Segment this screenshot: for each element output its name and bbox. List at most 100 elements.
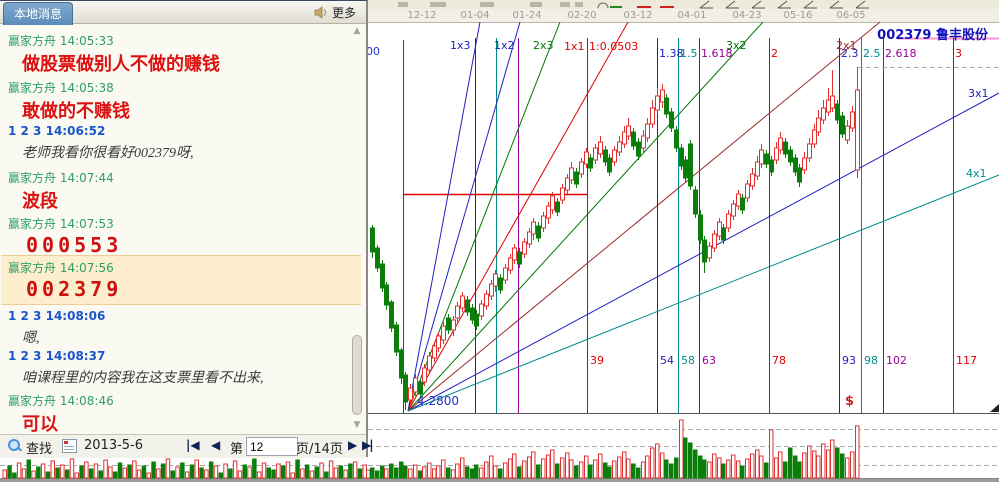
message-text[interactable]: 002379: [26, 277, 123, 301]
message-sender-and-time: 1 2 3 14:06:52: [8, 124, 105, 138]
toolbar-icon-fragment[interactable]: [597, 2, 609, 9]
message-text[interactable]: 可以: [22, 414, 58, 432]
scrollbar-thumb[interactable]: [352, 335, 362, 415]
chart-scroll-nub[interactable]: [990, 404, 999, 412]
sender-name[interactable]: 赢家方舟: [8, 261, 57, 275]
toolbar-icon-fragment[interactable]: [560, 2, 570, 7]
panel-scrollbar[interactable]: ▲ ▼: [351, 25, 363, 431]
candlestick: [531, 221, 536, 235]
toolbar-icon-fragment[interactable]: [480, 2, 494, 7]
candlestick: [384, 284, 389, 306]
sender-name[interactable]: 1 2 3: [8, 124, 42, 138]
search-icon[interactable]: [8, 439, 22, 452]
toolbar-icon-fragment[interactable]: [660, 6, 674, 8]
trendline-tool-icon-fragment[interactable]: [803, 0, 817, 9]
volume-bar: [626, 458, 631, 479]
candlestick: [455, 305, 460, 319]
message-text[interactable]: 嗯,: [22, 331, 40, 346]
volume-bar: [522, 460, 527, 479]
candlestick: [460, 295, 465, 309]
volume-bar: [256, 471, 262, 479]
volume-bar: [232, 460, 238, 479]
trendline-tool-icon-fragment[interactable]: [751, 0, 765, 9]
message-list[interactable]: 赢家方舟 14:05:33 做股票做别人不做的赚钱 赢家方舟 14:05:38 敢做的…: [0, 24, 366, 432]
candlestick: [755, 161, 760, 177]
highlighted-message-row[interactable]: [1, 255, 361, 305]
candlestick: [702, 239, 707, 263]
trendline-tool-icon-fragment[interactable]: [855, 0, 869, 9]
volume-bar: [295, 459, 300, 479]
trendline-tool-icon-fragment[interactable]: [725, 0, 739, 9]
more-box[interactable]: 更多: [314, 4, 356, 21]
sender-name[interactable]: 1 2 3: [8, 349, 42, 363]
sender-name[interactable]: 赢家方舟: [8, 34, 57, 48]
message-text[interactable]: 敢做的不赚钱: [22, 101, 130, 121]
volume-bar: [636, 467, 641, 479]
volume-bar: [650, 447, 655, 479]
scroll-down-icon[interactable]: ▼: [353, 420, 361, 430]
calendar-icon[interactable]: [62, 439, 77, 453]
volume-bar: [151, 461, 156, 479]
page-number-input[interactable]: [246, 437, 298, 456]
sender-name[interactable]: 1 2 3: [8, 309, 42, 323]
sender-name[interactable]: 赢家方舟: [8, 171, 57, 185]
message-text[interactable]: 波段: [22, 191, 58, 211]
prev-page-button[interactable]: ◀: [211, 438, 221, 452]
candlestick: [607, 157, 612, 173]
message-text[interactable]: 咱课程里的内容我在这支票里看不出来,: [22, 371, 264, 386]
candlestick: [569, 167, 574, 181]
volume-bar: [484, 461, 489, 479]
candlestick: [807, 143, 812, 159]
gann-fan-line-3x2: [407, 21, 764, 412]
candlestick: [527, 231, 532, 245]
volume-bar: [470, 468, 475, 479]
volume-bar: [175, 466, 180, 479]
next-page-button[interactable]: ▶: [348, 438, 358, 452]
candlestick: [493, 273, 498, 287]
date-tick-label: 01-04: [460, 10, 490, 21]
volume-bar: [740, 465, 745, 479]
volume-bar: [527, 456, 532, 479]
volume-bar: [588, 464, 593, 479]
toolbar-icon-fragment[interactable]: [637, 6, 651, 8]
message-text[interactable]: 000553: [26, 233, 123, 257]
message-sender-and-time: 赢家方舟 14:07:56: [8, 259, 114, 276]
toolbar-icon-fragment[interactable]: [398, 2, 408, 7]
speaker-icon[interactable]: [314, 6, 329, 19]
volume-bar: [655, 443, 660, 479]
candlestick: [778, 137, 783, 151]
more-link[interactable]: 更多: [331, 6, 356, 20]
toolbar-icon-fragment[interactable]: [530, 2, 542, 7]
search-button[interactable]: 查找: [26, 442, 53, 457]
trendline-tool-icon-fragment[interactable]: [829, 0, 843, 9]
first-page-button[interactable]: |◀: [186, 438, 200, 452]
sender-name[interactable]: 赢家方舟: [8, 81, 57, 95]
message-text[interactable]: 老师我看你很看好002379呀,: [22, 146, 194, 161]
trendline-tool-icon-fragment[interactable]: [699, 0, 713, 9]
candlestick: [465, 299, 470, 313]
volume-bar: [584, 455, 589, 479]
toolbar-icon-fragment[interactable]: [610, 6, 622, 8]
trendline-tool-icon-fragment[interactable]: [777, 0, 791, 9]
volume-bar: [679, 419, 684, 479]
page-prefix-label: 第: [230, 442, 244, 457]
scroll-up-icon[interactable]: ▲: [353, 26, 361, 36]
volume-bar: [569, 459, 574, 479]
candlestick: [764, 153, 769, 165]
sender-name[interactable]: 赢家方舟: [8, 394, 57, 408]
candlestick: [418, 381, 423, 395]
candlestick: [731, 203, 736, 217]
volume-bar: [60, 464, 65, 479]
volume-bar: [603, 462, 608, 479]
date-value[interactable]: 2013-5-6: [84, 438, 144, 453]
tab-local-messages[interactable]: 本地消息: [3, 2, 74, 25]
message-text[interactable]: 做股票做别人不做的赚钱: [22, 54, 220, 74]
last-page-button[interactable]: ▶|: [362, 438, 374, 452]
sender-name[interactable]: 赢家方舟: [8, 217, 57, 231]
candlestick: [626, 125, 631, 137]
volume-bar: [69, 458, 75, 479]
volume-bar: [252, 458, 257, 479]
toolbar-icon-fragment[interactable]: [575, 2, 583, 7]
toolbar-icon-fragment[interactable]: [430, 2, 446, 7]
